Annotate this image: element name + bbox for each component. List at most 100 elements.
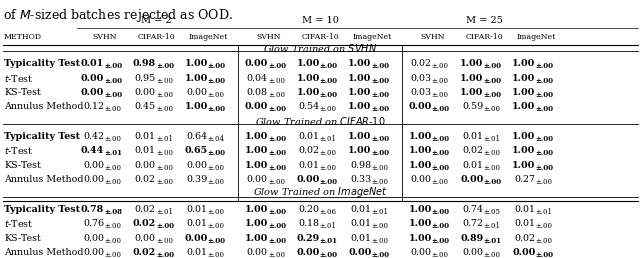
Text: ±.08: ±.08	[104, 208, 122, 216]
Text: 0.39: 0.39	[186, 175, 207, 184]
Text: ±.00: ±.00	[484, 105, 500, 114]
Text: ±.01: ±.01	[156, 135, 173, 143]
Text: ±.01: ±.01	[484, 237, 502, 245]
Text: 0.01: 0.01	[515, 205, 535, 214]
Text: ±.06: ±.06	[320, 208, 337, 216]
Text: 1.00: 1.00	[408, 147, 432, 156]
Text: ±.00: ±.00	[268, 105, 286, 114]
Text: ±.00: ±.00	[371, 164, 388, 172]
Text: 1.00: 1.00	[348, 74, 371, 83]
Text: 0.00: 0.00	[187, 88, 207, 97]
Text: 0.01: 0.01	[351, 205, 371, 214]
Text: 1.00: 1.00	[408, 132, 432, 141]
Text: 0.08: 0.08	[247, 88, 268, 97]
Text: ±.00: ±.00	[432, 91, 449, 99]
Text: KS-Test: KS-Test	[4, 161, 41, 170]
Text: 1.00: 1.00	[460, 88, 484, 97]
Text: ±.00: ±.00	[535, 149, 554, 157]
Text: SVHN: SVHN	[92, 33, 117, 41]
Text: 0.01: 0.01	[187, 205, 207, 214]
Text: ±.00: ±.00	[432, 135, 450, 143]
Text: Glow Trained on $\mathit{CIFAR}$-$\mathit{10}$: Glow Trained on $\mathit{CIFAR}$-$\mathi…	[255, 115, 385, 127]
Text: 1.00: 1.00	[244, 219, 268, 228]
Text: 0.45: 0.45	[134, 102, 156, 111]
Text: 0.54: 0.54	[298, 102, 320, 111]
Text: METHOD: METHOD	[3, 33, 41, 41]
Text: SVHN: SVHN	[256, 33, 281, 41]
Text: ±.00: ±.00	[535, 251, 554, 258]
Text: 0.74: 0.74	[463, 205, 484, 214]
Text: 1.00: 1.00	[296, 88, 320, 97]
Text: 1.00: 1.00	[460, 59, 484, 68]
Text: ±.00: ±.00	[371, 77, 390, 85]
Text: ±.00: ±.00	[156, 178, 173, 186]
Text: 0.00: 0.00	[296, 248, 320, 257]
Text: 1.00: 1.00	[184, 74, 207, 83]
Text: KS-Test: KS-Test	[4, 88, 41, 97]
Text: 0.01: 0.01	[515, 219, 535, 228]
Text: 0.01: 0.01	[187, 248, 207, 257]
Text: 0.20: 0.20	[299, 205, 320, 214]
Text: 0.00: 0.00	[184, 234, 207, 243]
Text: 0.00: 0.00	[83, 161, 104, 170]
Text: ±.00: ±.00	[371, 149, 390, 157]
Text: 0.01: 0.01	[351, 234, 371, 243]
Text: ±.00: ±.00	[371, 251, 390, 258]
Text: Typicality Test: Typicality Test	[4, 59, 81, 68]
Text: ±.00: ±.00	[535, 222, 552, 230]
Text: ±.00: ±.00	[432, 149, 450, 157]
Text: 0.33: 0.33	[350, 175, 371, 184]
Text: ±.00: ±.00	[535, 164, 554, 172]
Text: 0.00: 0.00	[244, 102, 268, 111]
Text: ±.01: ±.01	[320, 135, 337, 143]
Text: 1.00: 1.00	[184, 102, 207, 111]
Text: ±.00: ±.00	[484, 77, 502, 85]
Text: ±.00: ±.00	[484, 91, 502, 99]
Text: 0.76: 0.76	[83, 219, 104, 228]
Text: ±.00: ±.00	[320, 164, 337, 172]
Text: 0.64: 0.64	[186, 132, 207, 141]
Text: ±.00: ±.00	[320, 77, 338, 85]
Text: ±.00: ±.00	[207, 208, 225, 216]
Text: ±.00: ±.00	[207, 149, 226, 157]
Text: ±.00: ±.00	[104, 237, 121, 245]
Text: 1.00: 1.00	[408, 219, 432, 228]
Text: ±.00: ±.00	[268, 251, 285, 258]
Text: 0.02: 0.02	[132, 248, 156, 257]
Text: ±.00: ±.00	[207, 62, 226, 70]
Text: M = 25: M = 25	[466, 16, 502, 25]
Text: ±.00: ±.00	[104, 62, 122, 70]
Text: 1.00: 1.00	[184, 59, 207, 68]
Text: 0.01: 0.01	[463, 161, 484, 170]
Text: 0.02: 0.02	[132, 219, 156, 228]
Text: ±.00: ±.00	[320, 251, 338, 258]
Text: ±.00: ±.00	[371, 105, 390, 114]
Text: ±.01: ±.01	[484, 222, 500, 230]
Text: ±.01: ±.01	[535, 208, 552, 216]
Text: ±.00: ±.00	[484, 62, 502, 70]
Text: 0.02: 0.02	[411, 59, 432, 68]
Text: $t$-Test: $t$-Test	[4, 146, 34, 157]
Text: ±.00: ±.00	[268, 164, 286, 172]
Text: ±.00: ±.00	[371, 178, 388, 186]
Text: ±.00: ±.00	[156, 164, 173, 172]
Text: ±.00: ±.00	[104, 251, 121, 258]
Text: ±.00: ±.00	[432, 105, 450, 114]
Text: ±.00: ±.00	[320, 62, 338, 70]
Text: CIFAR-10: CIFAR-10	[138, 33, 175, 41]
Text: Glow Trained on $\mathit{ImageNet}$: Glow Trained on $\mathit{ImageNet}$	[253, 186, 387, 199]
Text: 0.00: 0.00	[187, 161, 207, 170]
Text: ±.00: ±.00	[371, 135, 390, 143]
Text: M = 10: M = 10	[302, 16, 339, 25]
Text: ±.01: ±.01	[156, 208, 173, 216]
Text: 0.65: 0.65	[184, 147, 207, 156]
Text: 0.00: 0.00	[83, 175, 104, 184]
Text: 0.00: 0.00	[463, 248, 484, 257]
Text: ±.00: ±.00	[268, 91, 285, 99]
Text: 1.00: 1.00	[512, 161, 535, 170]
Text: 1.00: 1.00	[244, 161, 268, 170]
Text: ±.01: ±.01	[371, 208, 388, 216]
Text: 0.01: 0.01	[187, 219, 207, 228]
Text: 0.18: 0.18	[299, 219, 320, 228]
Text: 0.59: 0.59	[462, 102, 484, 111]
